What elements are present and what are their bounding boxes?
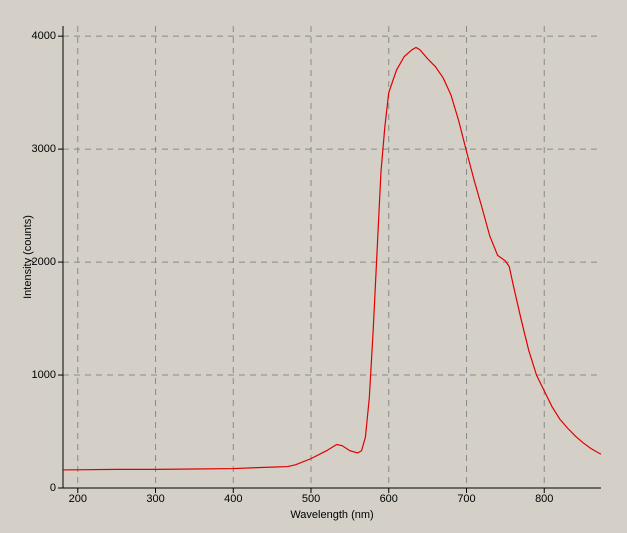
spectrum-line xyxy=(62,46,602,471)
x-tick-label: 500 xyxy=(302,493,320,505)
x-tick-label: 600 xyxy=(380,493,398,505)
x-tick-label: 300 xyxy=(146,493,164,505)
y-tick-label: 0 xyxy=(50,482,56,494)
x-axis-label: Wavelength (nm) xyxy=(290,509,373,521)
x-tick-label: 400 xyxy=(224,493,242,505)
x-tick-label: 200 xyxy=(69,493,87,505)
x-tick-label: 800 xyxy=(535,493,553,505)
y-tick-label: 3000 xyxy=(32,143,56,155)
x-tick-label: 700 xyxy=(457,493,475,505)
y-tick-label: 4000 xyxy=(32,30,56,42)
y-tick-label: 1000 xyxy=(32,369,56,381)
y-tick-label: 2000 xyxy=(32,256,56,268)
y-axis-label: Intensity (counts) xyxy=(22,215,34,299)
